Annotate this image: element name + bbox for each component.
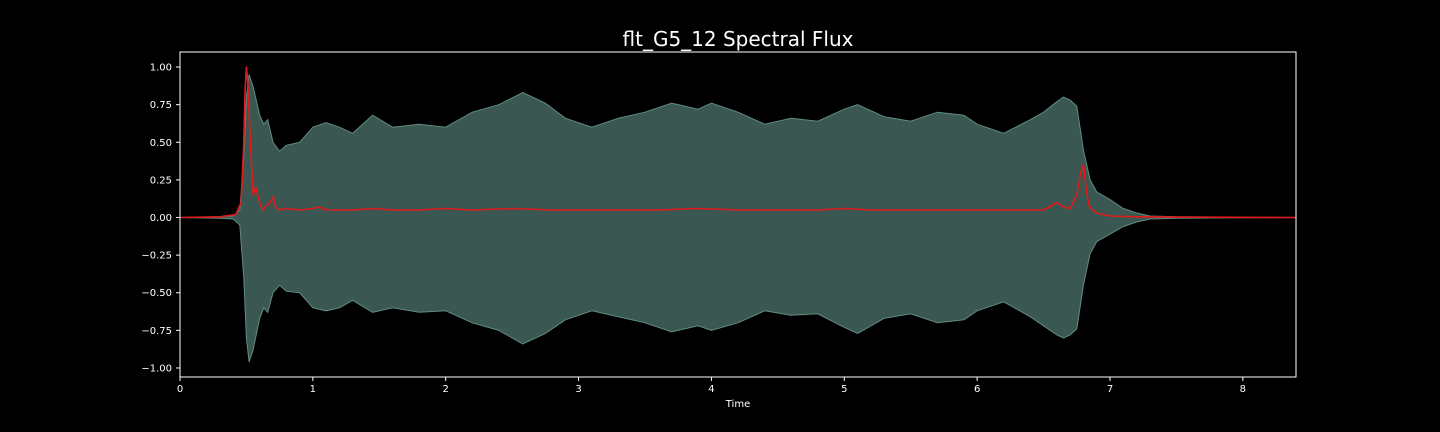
x-tick-label: 7 (1107, 384, 1113, 395)
x-tick-label: 6 (974, 384, 980, 395)
y-tick-label: 0.00 (150, 213, 172, 224)
y-tick-label: −0.25 (141, 251, 172, 262)
y-tick-label: 0.75 (150, 100, 172, 111)
y-tick-label: 1.00 (150, 63, 172, 74)
x-tick-label: 8 (1240, 384, 1246, 395)
x-tick-label: 1 (310, 384, 316, 395)
chart-title: flt_G5_12 Spectral Flux (623, 27, 854, 51)
plot-frame (179, 51, 1297, 378)
x-tick-label: 5 (841, 384, 847, 395)
y-tick-label: −0.75 (141, 326, 172, 337)
y-tick-label: 0.50 (150, 138, 172, 149)
y-tick-label: −0.50 (141, 288, 172, 299)
y-tick-label: −1.00 (141, 363, 172, 374)
x-tick-label: 2 (443, 384, 449, 395)
spectral-flux-line (179, 66, 1297, 219)
axes: 0 1 2 3 4 5 6 7 8 1.00 0.75 0.50 0.25 0.00 −0.25 −0.50 −… (141, 63, 1246, 395)
y-tick-label: 0.25 (150, 175, 172, 186)
x-axis-label: Time (725, 399, 750, 410)
x-tick-label: 0 (177, 384, 183, 395)
x-tick-label: 4 (708, 384, 714, 395)
x-tick-label: 3 (575, 384, 581, 395)
